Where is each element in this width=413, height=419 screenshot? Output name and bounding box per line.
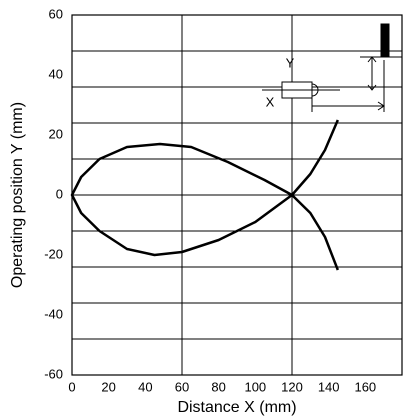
- y-tick-label: 40: [49, 66, 63, 81]
- x-axis-label: Distance X (mm): [177, 399, 296, 416]
- y-tick-label: 0: [56, 186, 63, 201]
- y-axis-label: Operating position Y (mm): [9, 102, 26, 288]
- x-tick-label: 80: [211, 379, 225, 394]
- curve: [70, 119, 339, 271]
- x-tick-label: 60: [175, 379, 189, 394]
- inset-label: X: [266, 94, 275, 109]
- x-tick-label: 40: [138, 379, 152, 394]
- y-tick-label: -40: [44, 306, 63, 321]
- x-tick-label: 0: [68, 379, 75, 394]
- inset-diagram: [262, 23, 402, 112]
- x-tick-label: 140: [318, 379, 340, 394]
- y-tick-label: 60: [49, 6, 63, 21]
- y-tick-label: -60: [44, 366, 63, 381]
- inset-label: Y: [286, 55, 295, 70]
- y-tick-label: 20: [49, 126, 63, 141]
- y-tick-label: -20: [44, 246, 63, 261]
- x-tick-label: 160: [354, 379, 376, 394]
- x-tick-label: 20: [101, 379, 115, 394]
- x-tick-label: 120: [281, 379, 303, 394]
- x-tick-label: 100: [244, 379, 266, 394]
